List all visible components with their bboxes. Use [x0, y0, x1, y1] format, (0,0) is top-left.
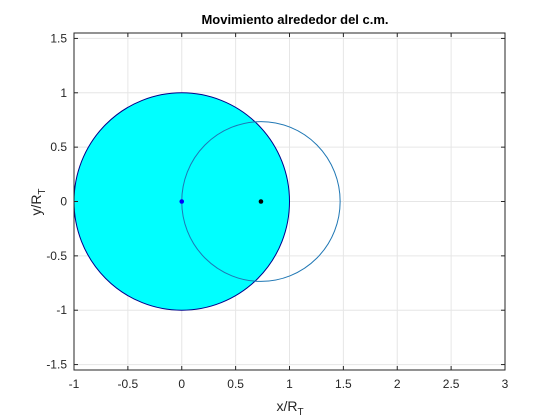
- x-tick-label: 0: [178, 377, 185, 391]
- chart-marks: [73, 92, 341, 311]
- x-tick-label: 0.5: [227, 377, 244, 391]
- plot-area: -1 -0.5 0 0.5 1 1.5 2 2.5 3-1.5-1-0.500.511.5: [46, 31, 508, 391]
- axes: [73, 32, 506, 371]
- y-tick-label: -1.5: [46, 358, 67, 372]
- grid: [73, 33, 506, 370]
- orbit-center-point: [258, 199, 264, 204]
- y-axis-label-sub: T: [37, 188, 48, 194]
- x-tick-label: -0.5: [118, 377, 139, 391]
- earth-center-point: [179, 199, 185, 204]
- tick-labels: -1 -0.5 0 0.5 1 1.5 2 2.5 3-1.5-1-0.500.511.5: [46, 31, 508, 391]
- y-axis-label: y/RT: [28, 188, 48, 215]
- y-tick-label: 0: [60, 195, 67, 209]
- y-tick-label: -0.5: [46, 249, 67, 263]
- y-tick-label: 1: [60, 86, 67, 100]
- x-axis-label: x/RT: [276, 398, 303, 418]
- y-tick-label: 0.5: [50, 140, 67, 154]
- x-tick-label: 1: [286, 377, 293, 391]
- x-tick-label: 2: [394, 377, 401, 391]
- x-axis-label-sub: T: [297, 407, 303, 418]
- x-tick-label: 3: [502, 377, 509, 391]
- y-axis-label-base: y/R: [28, 195, 44, 216]
- x-tick-label: 2.5: [443, 377, 460, 391]
- x-axis-label-base: x/R: [276, 398, 297, 414]
- y-tick-label: -1: [56, 303, 67, 317]
- x-tick-label: -1: [69, 377, 80, 391]
- y-tick-label: 1.5: [50, 31, 67, 45]
- chart-title: Movimiento alrededor del c.m.: [201, 12, 388, 27]
- x-tick-label: 1.5: [335, 377, 352, 391]
